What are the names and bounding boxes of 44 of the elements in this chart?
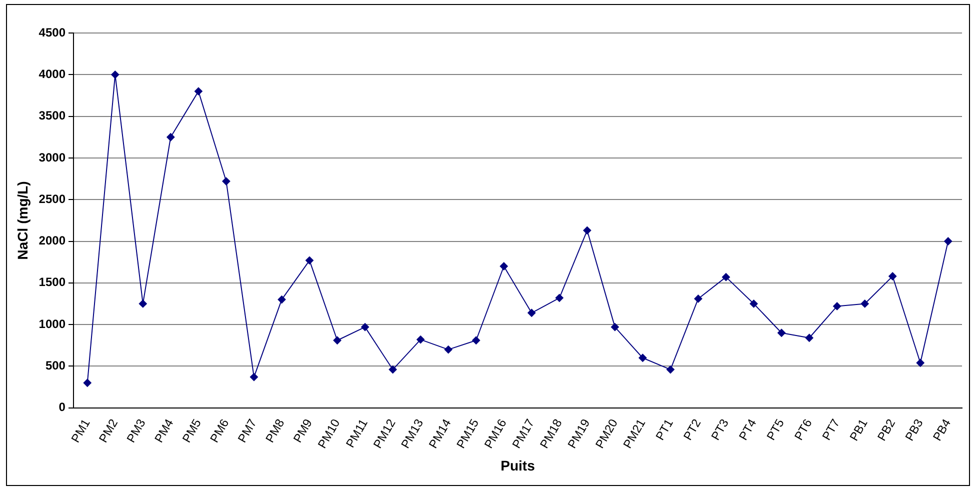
- y-tick-label: 1000: [38, 316, 66, 331]
- x-axis-title: Puits: [500, 457, 536, 474]
- y-axis-title: NaCl (mg/L): [14, 181, 30, 260]
- point: [138, 300, 147, 308]
- y-tick-label: 4500: [38, 25, 66, 40]
- point: [333, 336, 342, 344]
- point: [888, 272, 897, 280]
- y-tick-label: 3000: [38, 150, 66, 164]
- point: [805, 334, 814, 342]
- point: [306, 256, 314, 264]
- point: [666, 366, 674, 374]
- point: [472, 336, 480, 344]
- point: [250, 373, 258, 382]
- point: [916, 358, 924, 367]
- y-tick-label: 2500: [38, 192, 66, 206]
- point: [111, 70, 120, 79]
- y-tick-label: 2000: [38, 234, 66, 248]
- point: [638, 354, 647, 362]
- point: [388, 366, 397, 374]
- point: [528, 308, 536, 317]
- point: [833, 302, 842, 310]
- point: [722, 273, 730, 282]
- point: [610, 323, 619, 332]
- point: [500, 262, 508, 270]
- point: [194, 87, 202, 96]
- point: [444, 346, 452, 354]
- y-tick-label: 0: [58, 400, 66, 414]
- y-tick-label: 3500: [38, 108, 66, 123]
- point: [416, 336, 425, 344]
- point: [694, 294, 702, 303]
- y-tick-label: 500: [45, 358, 66, 373]
- point: [750, 300, 758, 308]
- point: [222, 177, 230, 186]
- point: [166, 133, 175, 142]
- point: [778, 328, 786, 337]
- point: [555, 294, 564, 302]
- y-tick-label: 4000: [38, 66, 66, 81]
- point: [83, 378, 92, 387]
- point: [278, 296, 286, 304]
- point: [583, 226, 592, 234]
- y-tick-label: 1500: [38, 275, 66, 290]
- point: [944, 237, 952, 246]
- point: [361, 323, 370, 332]
- point: [860, 300, 869, 308]
